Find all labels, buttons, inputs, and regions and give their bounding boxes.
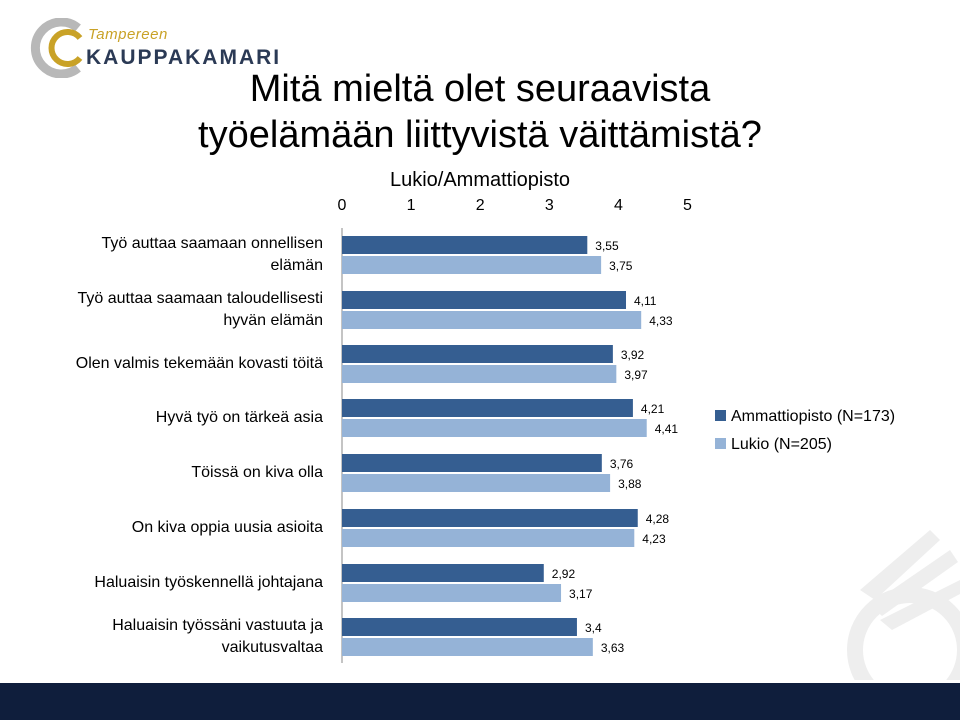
x-tick-label: 0 xyxy=(338,197,347,214)
bar xyxy=(342,345,613,363)
bar xyxy=(342,474,610,492)
category-label: Työ auttaa saamaan onnellisen xyxy=(102,235,323,252)
data-label: 2,92 xyxy=(552,567,576,581)
bar xyxy=(342,454,602,472)
legend-swatch xyxy=(715,410,726,421)
bar xyxy=(342,638,593,656)
category-label: hyvän elämän xyxy=(223,312,323,329)
chart-subtitle: Lukio/Ammattiopisto xyxy=(390,169,570,191)
legend-label: Lukio (N=205) xyxy=(731,436,832,453)
bar xyxy=(342,419,647,437)
x-tick-label: 1 xyxy=(407,197,416,214)
data-label: 4,41 xyxy=(655,422,679,436)
bars: 3,55 3,75 4,11 4,33 3,92 3,97 4,21 4,41 3,76 3,88… xyxy=(342,236,678,656)
bar xyxy=(342,291,626,309)
category-labels: Työ auttaa saamaan onnellisen elämän Työ a… xyxy=(76,235,323,656)
data-label: 3,76 xyxy=(610,457,634,471)
legend-swatch xyxy=(715,438,726,449)
category-label: Haluaisin työskennellä johtajana xyxy=(94,574,323,591)
data-label: 3,88 xyxy=(618,477,642,491)
bar xyxy=(342,564,544,582)
category-label: Olen valmis tekemään kovasti töitä xyxy=(76,355,323,372)
bar xyxy=(342,529,634,547)
category-label: vaikutusvaltaa xyxy=(222,639,323,656)
legend: Ammattiopisto (N=173) Lukio (N=205) xyxy=(715,408,895,453)
bar xyxy=(342,256,601,274)
category-label: Työ auttaa saamaan taloudellisesti xyxy=(78,290,323,307)
data-label: 3,17 xyxy=(569,587,593,601)
x-axis-ticks: 0 1 2 3 4 5 xyxy=(338,197,693,214)
legend-label: Ammattiopisto (N=173) xyxy=(731,408,895,425)
data-label: 3,97 xyxy=(624,368,648,382)
x-tick-label: 5 xyxy=(683,197,692,214)
category-label: On kiva oppia uusia asioita xyxy=(132,519,323,536)
bar xyxy=(342,584,561,602)
footer-band xyxy=(0,683,960,720)
data-label: 4,11 xyxy=(634,294,657,308)
category-label: Haluaisin työssäni vastuuta ja xyxy=(112,617,323,634)
data-label: 3,75 xyxy=(609,259,633,273)
bar xyxy=(342,311,641,329)
bar xyxy=(342,236,587,254)
bar xyxy=(342,365,616,383)
data-label: 4,33 xyxy=(649,314,673,328)
category-label: elämän xyxy=(271,257,323,274)
data-label: 4,23 xyxy=(642,532,666,546)
bar xyxy=(342,509,638,527)
category-label: Hyvä työ on tärkeä asia xyxy=(156,409,323,426)
x-tick-label: 4 xyxy=(614,197,623,214)
x-tick-label: 2 xyxy=(476,197,485,214)
data-label: 3,92 xyxy=(621,348,645,362)
data-label: 4,28 xyxy=(646,512,670,526)
data-label: 3,63 xyxy=(601,641,625,655)
bar xyxy=(342,399,633,417)
bar-chart: Lukio/Ammattiopisto 0 1 2 3 4 5 3,55 3,75 4,11 4… xyxy=(0,0,960,690)
data-label: 3,4 xyxy=(585,621,602,635)
data-label: 3,55 xyxy=(595,239,619,253)
data-label: 4,21 xyxy=(641,402,665,416)
x-tick-label: 3 xyxy=(545,197,554,214)
category-label: Töissä on kiva olla xyxy=(191,464,323,481)
bar xyxy=(342,618,577,636)
